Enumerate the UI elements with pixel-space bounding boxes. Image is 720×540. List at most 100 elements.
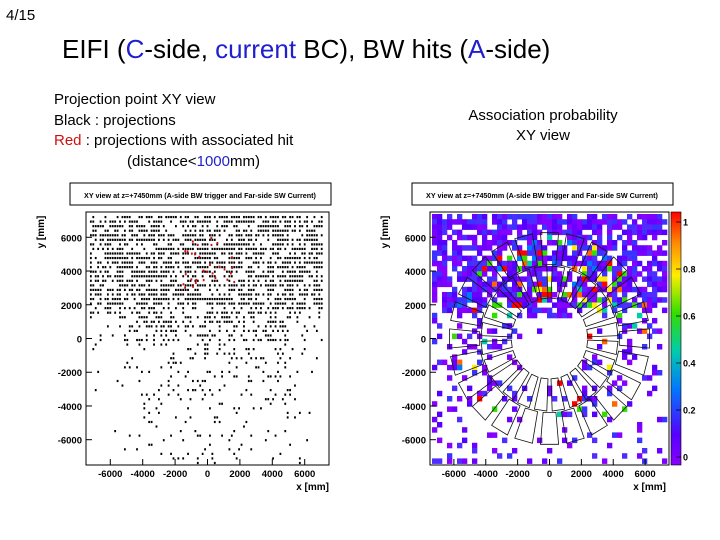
associated-projection-point [184,286,186,289]
projection-point [298,288,301,292]
right-y-tick-label: -2000 [402,368,426,379]
projection-point [204,325,206,328]
projection-point [175,279,177,282]
heatmap-cell [447,453,453,459]
projection-point [126,256,129,260]
heatmap-cell [587,297,593,303]
projection-point [286,416,289,419]
projection-point [189,270,192,273]
projection-point [145,320,148,323]
projection-point [262,229,265,232]
projection-point [289,316,292,319]
projection-point [235,229,238,232]
projection-point [211,252,214,255]
projection-point [128,279,131,282]
projection-point [298,256,301,260]
projection-point [201,234,204,237]
heatmap-cell [452,333,458,340]
projection-point [264,284,267,287]
projection-point [128,266,131,269]
heatmap-cell [612,224,618,230]
projection-point [272,234,275,237]
projection-point [160,343,163,346]
projection-point [223,284,226,287]
projection-point [182,225,185,228]
projection-point [109,266,112,269]
projection-point [131,357,134,360]
projection-point [143,297,146,301]
projection-point [177,266,180,269]
associated-projection-point [191,240,194,243]
projection-point [218,302,221,305]
heatmap-cell [517,333,523,340]
projection-point [170,311,172,314]
heatmap-cell [577,307,583,314]
projection-point [252,247,255,251]
projection-point [106,302,109,305]
projection-point [216,256,219,260]
projection-point [187,452,189,455]
heatmap-cell [602,271,608,277]
projection-point [140,238,143,241]
projection-point [192,297,194,301]
right-x-tick-label: -6000 [442,469,466,480]
projection-point [160,384,163,387]
projection-point [243,238,245,241]
heatmap-cell [587,286,593,293]
heatmap-cell [492,328,498,334]
detector-sector [491,359,522,389]
projection-point [284,261,287,264]
projection-point [192,357,194,360]
projection-point [123,229,126,232]
projection-point [298,461,301,465]
projection-point [306,234,309,237]
projection-point [213,279,216,282]
projection-point [206,266,209,269]
heatmap-cell [512,276,518,282]
projection-point [240,307,243,310]
projection-point [226,225,228,228]
projection-point [301,334,304,337]
projection-point [272,252,275,255]
projection-point [104,229,107,232]
heatmap-cell [632,245,638,251]
detector-sector [582,349,616,373]
heatmap-cell [467,385,473,392]
projection-point [206,311,209,314]
projection-point [97,266,100,269]
detector-sector [577,288,608,318]
projection-point [192,261,194,264]
projection-point [162,439,165,442]
heatmap-cell [537,328,543,334]
heatmap-cell [527,276,533,282]
projection-point [102,284,104,287]
projection-point [145,316,148,319]
heatmap-cell [457,307,463,314]
heatmap-cell [477,250,483,256]
projection-point [264,439,267,442]
projection-point [121,247,124,251]
projection-point [315,275,318,278]
projection-point [235,252,238,255]
projection-point [199,220,202,223]
projection-point [264,279,267,282]
projection-point [199,434,202,437]
projection-point [291,247,294,251]
heatmap-cell [542,266,548,272]
projection-point [294,275,296,278]
heatmap-cell [652,260,658,267]
projection-point [175,261,177,264]
projection-point [279,320,282,323]
projection-point [150,270,153,273]
projection-point [158,316,160,319]
heatmap-cell [627,401,633,407]
heatmap-cell [657,250,663,256]
projection-point [303,247,306,251]
projection-point [184,215,187,219]
projection-point [162,234,165,237]
projection-point [274,307,277,310]
heatmap-cell [457,229,463,236]
projection-point [294,247,296,251]
heatmap-cell [497,255,503,262]
projection-point [179,284,182,287]
